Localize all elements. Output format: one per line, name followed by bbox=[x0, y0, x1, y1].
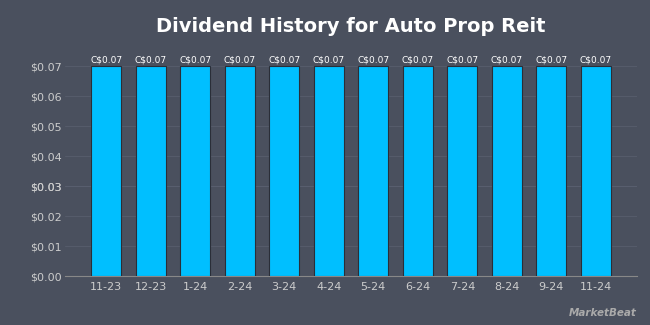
Text: C$0.07: C$0.07 bbox=[179, 56, 211, 65]
Bar bbox=[180, 67, 211, 276]
Bar bbox=[536, 67, 567, 276]
Text: C$0.07: C$0.07 bbox=[90, 56, 122, 65]
Text: C$0.07: C$0.07 bbox=[224, 56, 255, 65]
Text: C$0.07: C$0.07 bbox=[536, 56, 567, 65]
Text: MarketBeat: MarketBeat bbox=[569, 308, 637, 318]
Text: C$0.07: C$0.07 bbox=[491, 56, 523, 65]
Bar bbox=[358, 67, 389, 276]
Text: C$0.07: C$0.07 bbox=[580, 56, 612, 65]
Text: C$0.07: C$0.07 bbox=[268, 56, 300, 65]
Text: C$0.07: C$0.07 bbox=[447, 56, 478, 65]
Title: Dividend History for Auto Prop Reit: Dividend History for Auto Prop Reit bbox=[156, 17, 546, 36]
Bar bbox=[135, 67, 166, 276]
Text: C$0.07: C$0.07 bbox=[135, 56, 166, 65]
Bar bbox=[447, 67, 478, 276]
Text: C$0.07: C$0.07 bbox=[313, 56, 344, 65]
Bar bbox=[491, 67, 522, 276]
Bar bbox=[313, 67, 344, 276]
Bar bbox=[269, 67, 300, 276]
Bar bbox=[91, 67, 122, 276]
Text: C$0.07: C$0.07 bbox=[402, 56, 434, 65]
Text: C$0.07: C$0.07 bbox=[358, 56, 389, 65]
Bar bbox=[402, 67, 433, 276]
Bar bbox=[580, 67, 611, 276]
Bar bbox=[224, 67, 255, 276]
